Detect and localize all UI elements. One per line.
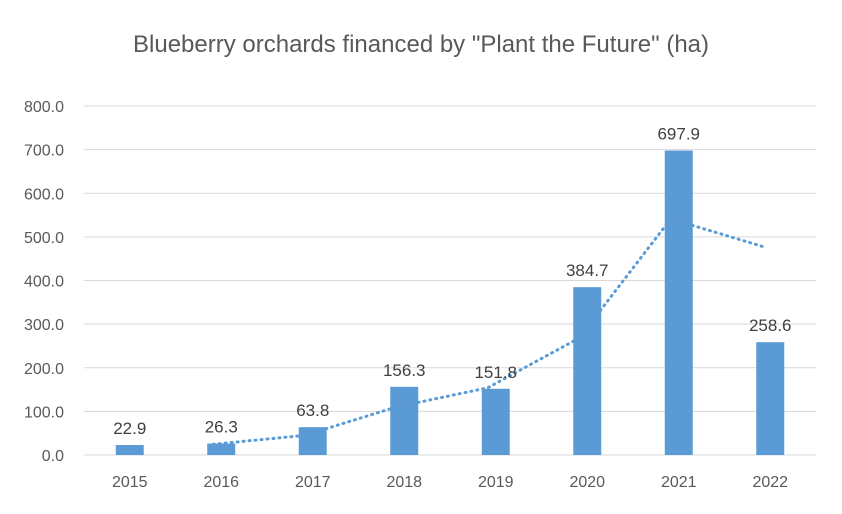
x-tick-label: 2015 bbox=[112, 474, 148, 491]
bar-2018 bbox=[390, 386, 419, 455]
bar-2016 bbox=[207, 443, 236, 455]
y-tick-label: 600.0 bbox=[24, 186, 64, 203]
data-label: 22.9 bbox=[113, 419, 146, 438]
y-tick-label: 700.0 bbox=[24, 143, 64, 160]
x-axis: 2015 2016 2017 2018 2019 2020 2021 2022 bbox=[112, 474, 788, 491]
chart-title: Blueberry orchards financed by "Plant th… bbox=[133, 31, 709, 58]
data-label: 258.6 bbox=[749, 316, 792, 335]
bar-2020 bbox=[573, 287, 602, 455]
x-tick-label: 2018 bbox=[386, 474, 422, 491]
y-tick-label: 100.0 bbox=[24, 404, 64, 421]
data-label: 697.9 bbox=[657, 125, 700, 144]
bar-2015 bbox=[115, 445, 144, 455]
bar-2019 bbox=[481, 388, 510, 455]
x-tick-label: 2021 bbox=[661, 474, 697, 491]
bar-2022 bbox=[756, 342, 785, 455]
data-label: 26.3 bbox=[205, 418, 238, 437]
y-axis: 0.0 100.0 200.0 300.0 400.0 500.0 600.0 700.0 80… bbox=[24, 99, 64, 465]
y-tick-label: 500.0 bbox=[24, 230, 64, 247]
y-tick-label: 800.0 bbox=[24, 99, 64, 116]
bar-2017 bbox=[298, 427, 327, 455]
data-label: 63.8 bbox=[296, 401, 329, 420]
data-label: 384.7 bbox=[566, 261, 609, 280]
x-tick-label: 2020 bbox=[569, 474, 605, 491]
y-tick-label: 400.0 bbox=[24, 274, 64, 291]
data-labels: 22.9 26.3 63.8 156.3 151.8 384.7 697.9 258.6 bbox=[113, 125, 791, 438]
x-tick-label: 2016 bbox=[203, 474, 239, 491]
y-tick-label: 300.0 bbox=[24, 317, 64, 334]
trendline bbox=[211, 217, 764, 446]
data-label: 151.8 bbox=[474, 363, 517, 382]
x-tick-label: 2022 bbox=[752, 474, 788, 491]
data-label: 156.3 bbox=[383, 361, 426, 380]
bar-series bbox=[115, 150, 785, 455]
gridlines bbox=[84, 105, 816, 456]
bar-2021 bbox=[664, 150, 693, 455]
moving-average-line bbox=[211, 217, 764, 446]
x-tick-label: 2017 bbox=[295, 474, 331, 491]
x-tick-label: 2019 bbox=[478, 474, 514, 491]
y-tick-label: 200.0 bbox=[24, 361, 64, 378]
y-tick-label: 0.0 bbox=[42, 448, 64, 465]
